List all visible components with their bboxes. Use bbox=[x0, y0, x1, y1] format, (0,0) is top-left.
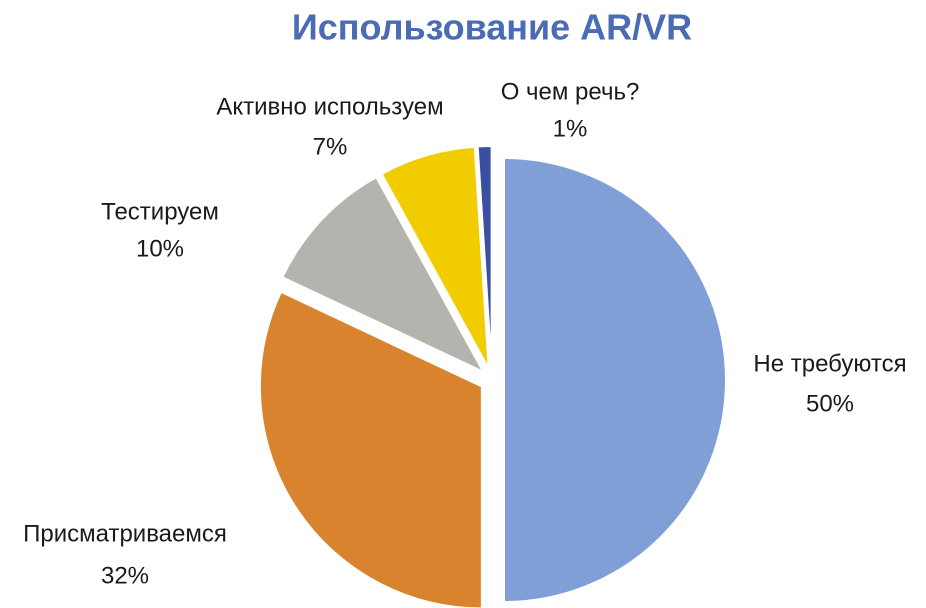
slice-value-label: 50% bbox=[806, 390, 854, 417]
slice-value-label: 10% bbox=[136, 235, 184, 262]
slice-label: Тестируем bbox=[101, 198, 219, 225]
slice-label: Не требуются bbox=[753, 350, 906, 377]
pie-slice bbox=[258, 290, 483, 608]
slice-label: Присматриваемся bbox=[23, 520, 227, 547]
pie-slice bbox=[281, 175, 486, 375]
pie-slice bbox=[503, 156, 727, 604]
chart-title: Использование AR/VR bbox=[292, 7, 692, 48]
pie-slice bbox=[380, 145, 490, 369]
slice-label: Активно используем bbox=[216, 93, 443, 120]
slice-value-label: 32% bbox=[101, 562, 149, 589]
pie-slice bbox=[476, 145, 493, 369]
slice-label: О чем речь? bbox=[501, 78, 640, 105]
slice-value-label: 1% bbox=[553, 115, 588, 142]
slice-value-label: 7% bbox=[313, 133, 348, 160]
